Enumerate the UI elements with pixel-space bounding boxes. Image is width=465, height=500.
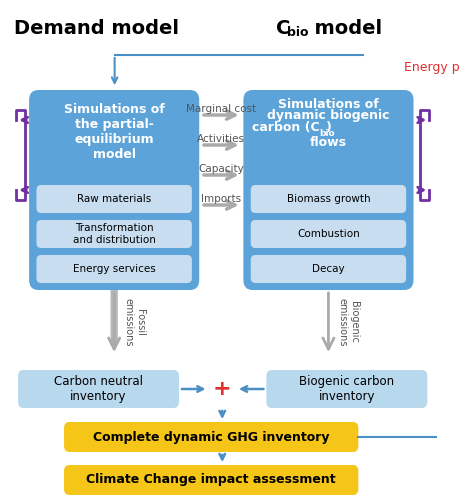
Text: Demand model: Demand model — [14, 18, 179, 38]
Text: Imports: Imports — [201, 194, 241, 204]
Text: Climate Change impact assessment: Climate Change impact assessment — [86, 474, 336, 486]
FancyBboxPatch shape — [36, 255, 192, 283]
Text: Capacity: Capacity — [199, 164, 244, 174]
FancyBboxPatch shape — [64, 465, 359, 495]
Text: Activities: Activities — [197, 134, 246, 144]
FancyBboxPatch shape — [64, 422, 359, 452]
Text: flows: flows — [310, 136, 347, 148]
Text: Carbon neutral
inventory: Carbon neutral inventory — [54, 375, 143, 403]
FancyBboxPatch shape — [29, 90, 199, 290]
Text: Decay: Decay — [312, 264, 345, 274]
Text: Simulations of: Simulations of — [278, 98, 379, 110]
Text: Biomass growth: Biomass growth — [286, 194, 370, 204]
FancyBboxPatch shape — [36, 220, 192, 248]
FancyBboxPatch shape — [36, 185, 192, 213]
Text: C: C — [276, 18, 290, 38]
Text: Energy services: Energy services — [73, 264, 156, 274]
Text: bio: bio — [319, 128, 335, 138]
FancyBboxPatch shape — [251, 255, 406, 283]
FancyBboxPatch shape — [243, 90, 413, 290]
FancyBboxPatch shape — [111, 290, 118, 345]
FancyBboxPatch shape — [266, 370, 427, 408]
FancyBboxPatch shape — [251, 220, 406, 248]
Text: Raw materials: Raw materials — [77, 194, 151, 204]
Text: Biogenic
emissions: Biogenic emissions — [338, 298, 359, 346]
Text: Combustion: Combustion — [297, 229, 360, 239]
Text: model: model — [301, 18, 382, 38]
Text: carbon (C: carbon (C — [252, 122, 319, 134]
FancyBboxPatch shape — [18, 370, 179, 408]
Text: Marginal cost: Marginal cost — [186, 104, 256, 114]
Text: Simulations of
the partial-
equilibrium
model: Simulations of the partial- equilibrium … — [64, 103, 165, 161]
Text: Energy p: Energy p — [404, 62, 460, 74]
Text: Fossil
emissions: Fossil emissions — [123, 298, 145, 346]
Text: Biogenic carbon
inventory: Biogenic carbon inventory — [299, 375, 394, 403]
Text: Complete dynamic GHG inventory: Complete dynamic GHG inventory — [93, 430, 329, 444]
FancyBboxPatch shape — [251, 185, 406, 213]
Text: Transformation
and distribution: Transformation and distribution — [73, 223, 156, 245]
Text: +: + — [213, 379, 232, 399]
Text: bio: bio — [286, 26, 308, 40]
Text: dynamic biogenic: dynamic biogenic — [267, 110, 390, 122]
Text: ): ) — [326, 122, 332, 134]
